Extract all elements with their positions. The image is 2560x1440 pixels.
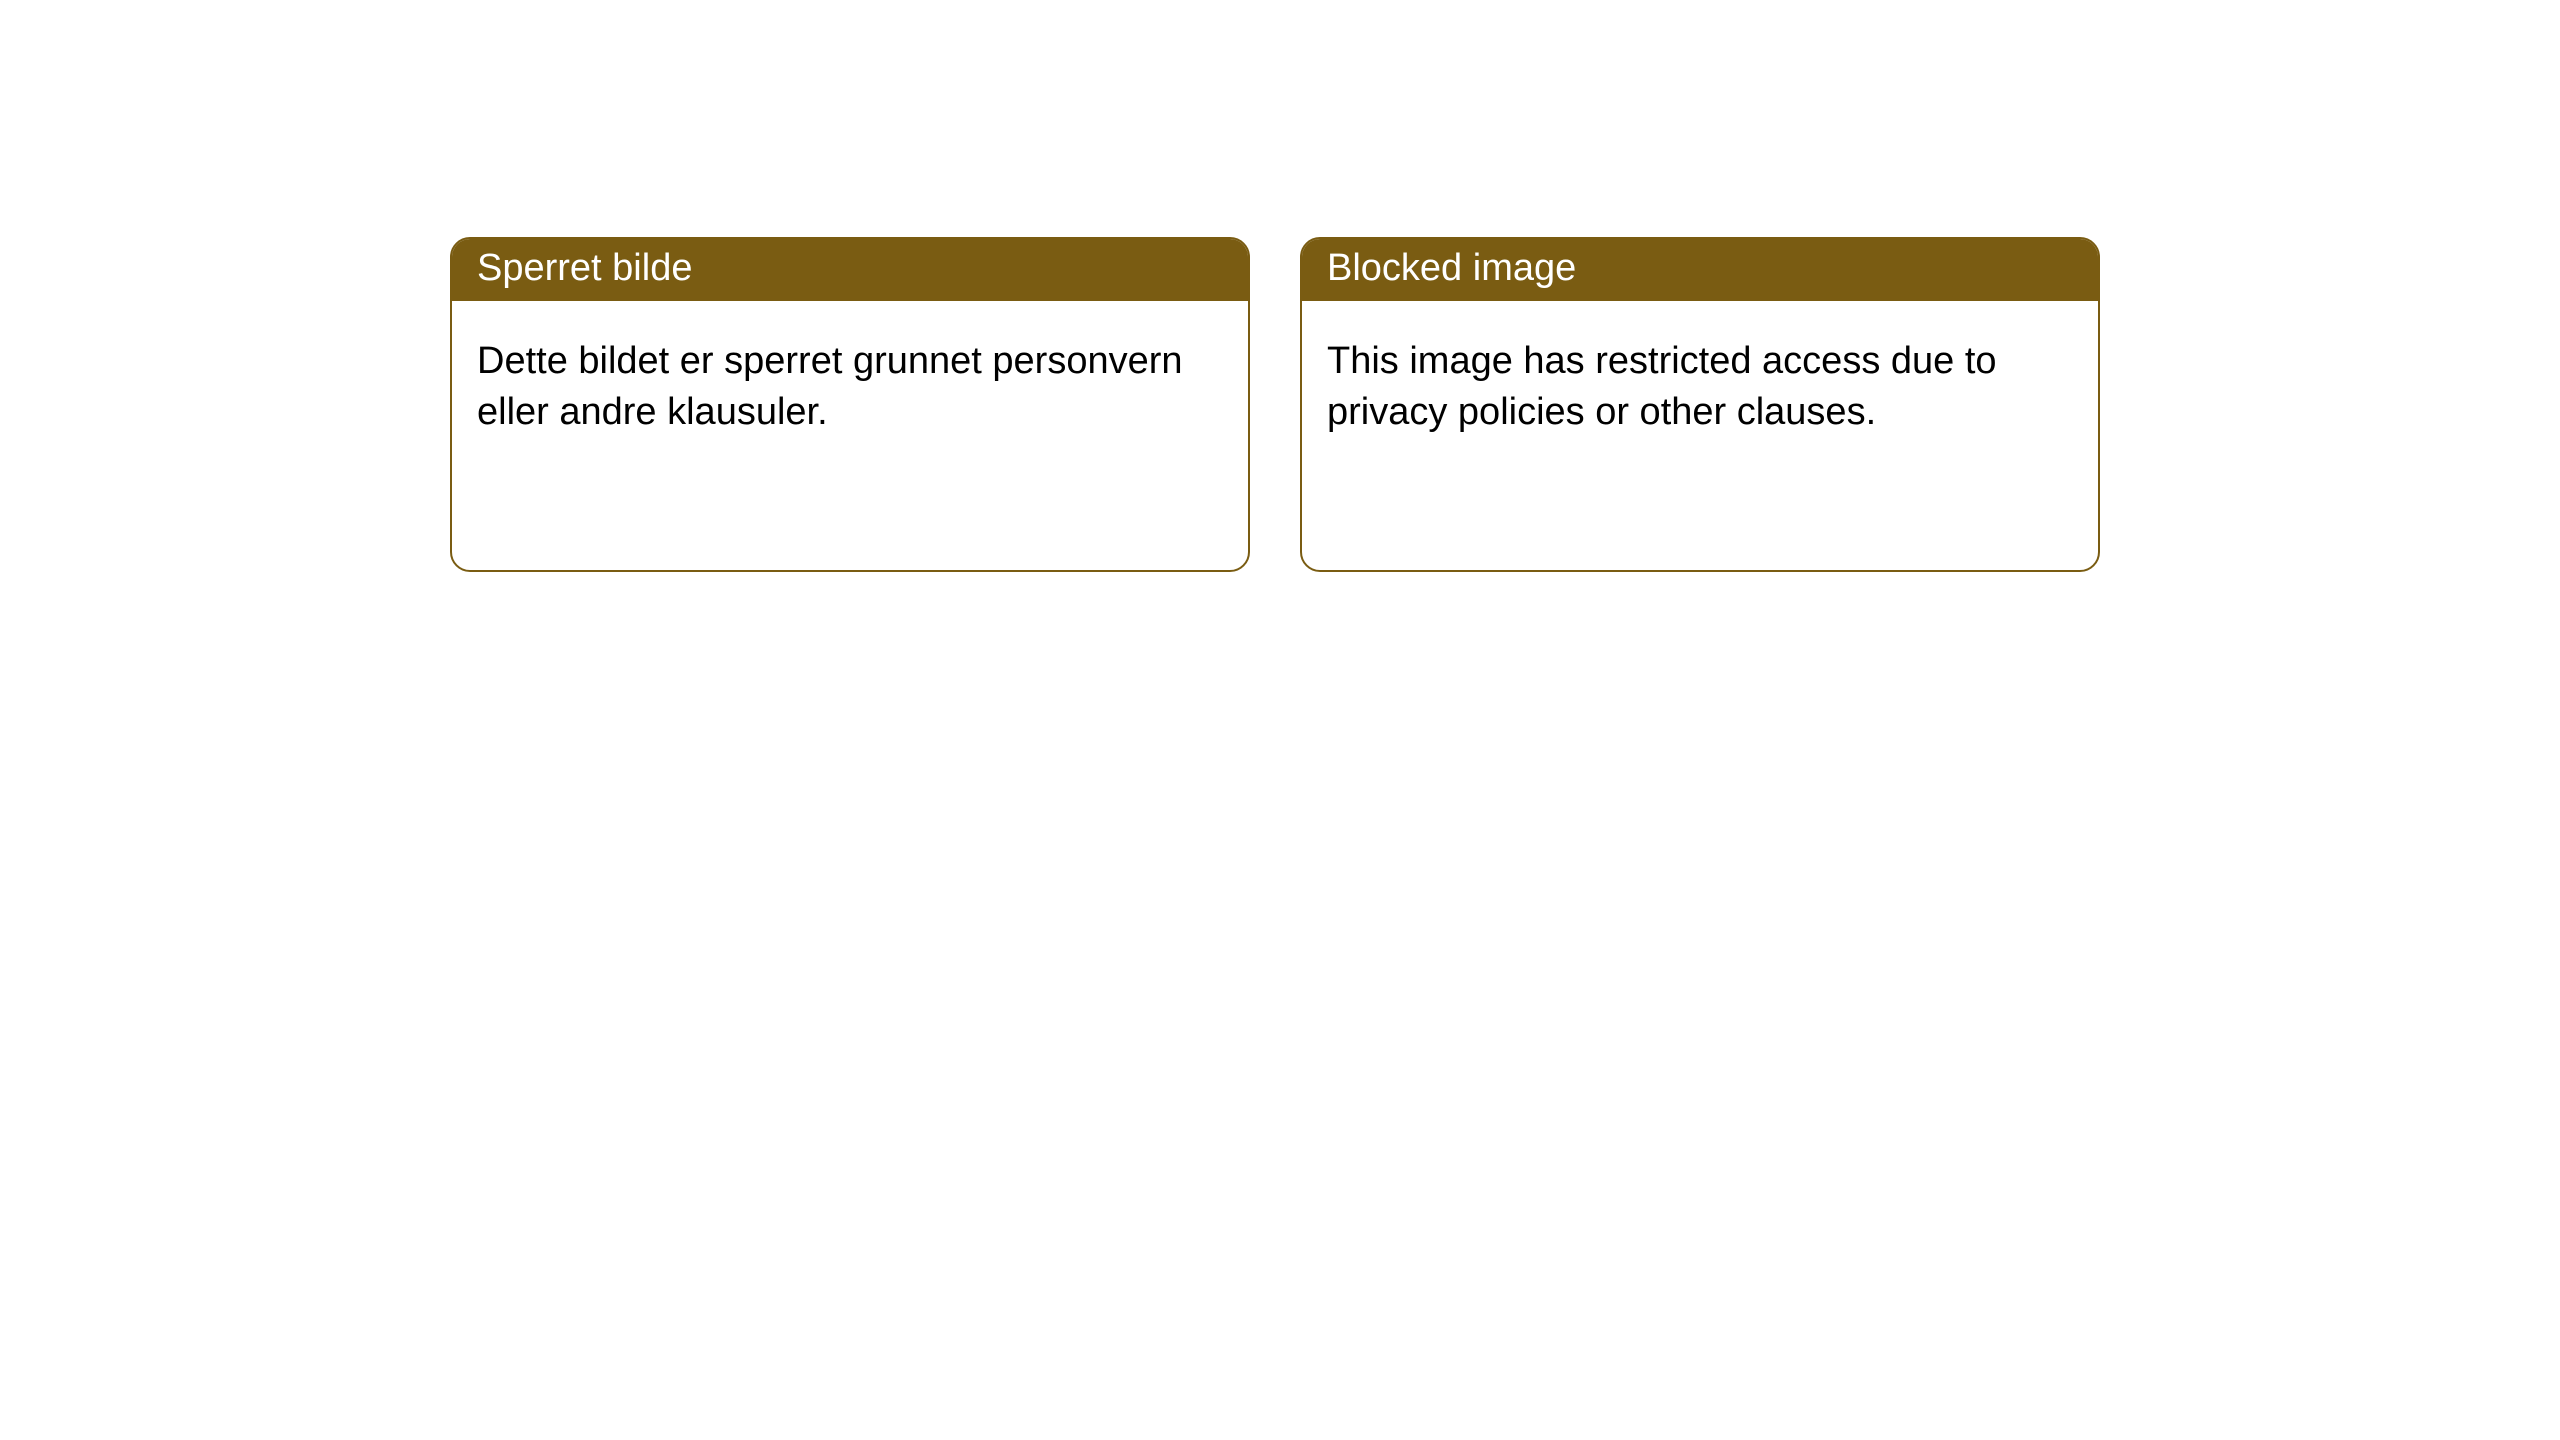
notice-card-english: Blocked image This image has restricted … (1300, 237, 2100, 572)
notice-title-norwegian: Sperret bilde (452, 239, 1248, 301)
notice-body-norwegian: Dette bildet er sperret grunnet personve… (452, 301, 1248, 474)
notice-container: Sperret bilde Dette bildet er sperret gr… (0, 0, 2560, 572)
notice-card-norwegian: Sperret bilde Dette bildet er sperret gr… (450, 237, 1250, 572)
notice-title-english: Blocked image (1302, 239, 2098, 301)
notice-body-english: This image has restricted access due to … (1302, 301, 2098, 474)
